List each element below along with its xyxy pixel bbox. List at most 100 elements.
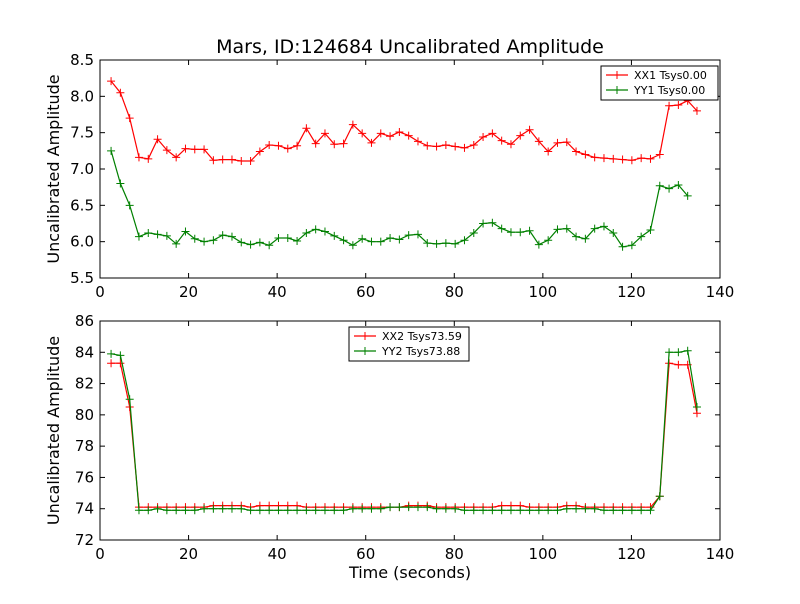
data-point (469, 141, 478, 150)
data-point (553, 225, 562, 234)
data-point (376, 237, 385, 246)
data-point (376, 504, 385, 513)
data-point (274, 234, 283, 243)
data-point (237, 238, 246, 247)
y-axis-label: Uncalibrated Amplitude (44, 74, 63, 263)
data-point (460, 236, 469, 245)
data-point (134, 506, 143, 515)
data-point (246, 506, 255, 515)
legend-marker (361, 332, 369, 340)
data-point (646, 226, 655, 235)
data-point (386, 234, 395, 243)
y-tick-label: 72 (75, 531, 94, 549)
data-point (581, 504, 590, 513)
data-point (627, 241, 636, 250)
legend-marker (613, 71, 621, 79)
data-point (441, 239, 450, 248)
data-point (413, 503, 422, 512)
data-point (376, 129, 385, 138)
data-point (637, 232, 646, 241)
data-point (441, 504, 450, 513)
data-point (432, 504, 441, 513)
data-point (107, 77, 116, 86)
data-point (553, 138, 562, 147)
data-point (488, 218, 497, 227)
series-line (110, 150, 689, 248)
series-1 (107, 77, 701, 166)
data-point (293, 236, 302, 245)
y-tick-label: 6.5 (70, 196, 94, 214)
data-point (200, 237, 209, 246)
series-line (110, 350, 698, 511)
data-point (469, 506, 478, 515)
data-point (451, 239, 460, 248)
data-point (581, 150, 590, 159)
data-point (172, 153, 181, 162)
data-point (339, 139, 348, 148)
data-point (311, 139, 320, 148)
data-point (311, 225, 320, 234)
legend-box (600, 65, 719, 101)
data-point (227, 504, 236, 513)
legend-marker (613, 86, 621, 94)
data-point (227, 232, 236, 241)
data-point (190, 234, 199, 243)
data-point (525, 125, 534, 134)
data-point (674, 101, 683, 110)
data-point (683, 191, 692, 200)
x-tick-label: 40 (268, 545, 287, 563)
data-point (525, 506, 534, 515)
data-point (348, 120, 357, 129)
data-point (116, 359, 125, 368)
data-point (609, 154, 618, 163)
data-point (488, 506, 497, 515)
data-point (283, 144, 292, 153)
data-point (162, 146, 171, 155)
data-point (302, 124, 311, 133)
data-point (218, 504, 227, 513)
data-point (358, 504, 367, 513)
x-tick-label: 80 (445, 545, 464, 563)
data-point (209, 236, 218, 245)
data-point (665, 348, 674, 357)
data-point (386, 503, 395, 512)
data-point (674, 360, 683, 369)
data-point (153, 135, 162, 144)
data-point (534, 137, 543, 146)
data-point (460, 143, 469, 152)
data-point (572, 504, 581, 513)
data-point (506, 506, 515, 515)
data-point (162, 506, 171, 515)
data-point (599, 154, 608, 163)
x-tick-label: 60 (356, 283, 375, 301)
y-tick-label: 86 (75, 312, 94, 330)
data-point (488, 129, 497, 138)
data-point (330, 140, 339, 149)
legend: XX2 Tsys73.59 YY2 Tsys73.88 (348, 326, 470, 362)
legend-label: XX2 Tsys73.59 (382, 330, 462, 343)
data-point (404, 131, 413, 140)
chart-title: Mars, ID:124684 Uncalibrated Amplitude (216, 36, 604, 58)
data-point (441, 141, 450, 150)
data-point (423, 503, 432, 512)
data-point (162, 231, 171, 240)
plot-panel-1: 0 20 40 60 80 100 120 140 5.5 6.0 6.5 7.0 7.5 8.0 8.5 U… (44, 51, 734, 301)
data-point (200, 145, 209, 154)
data-point (627, 506, 636, 515)
data-point (367, 504, 376, 513)
data-point (348, 504, 357, 513)
data-point (246, 240, 255, 249)
data-point (562, 138, 571, 147)
data-point (367, 237, 376, 246)
series-line (111, 362, 698, 508)
data-point (562, 224, 571, 233)
data-point (144, 228, 153, 237)
data-point (116, 88, 125, 97)
legend-label: YY2 Tsys73.88 (381, 345, 460, 358)
data-point (395, 127, 404, 136)
y-tick-label: 78 (75, 437, 94, 455)
data-point (599, 222, 608, 231)
data-point (320, 129, 329, 138)
